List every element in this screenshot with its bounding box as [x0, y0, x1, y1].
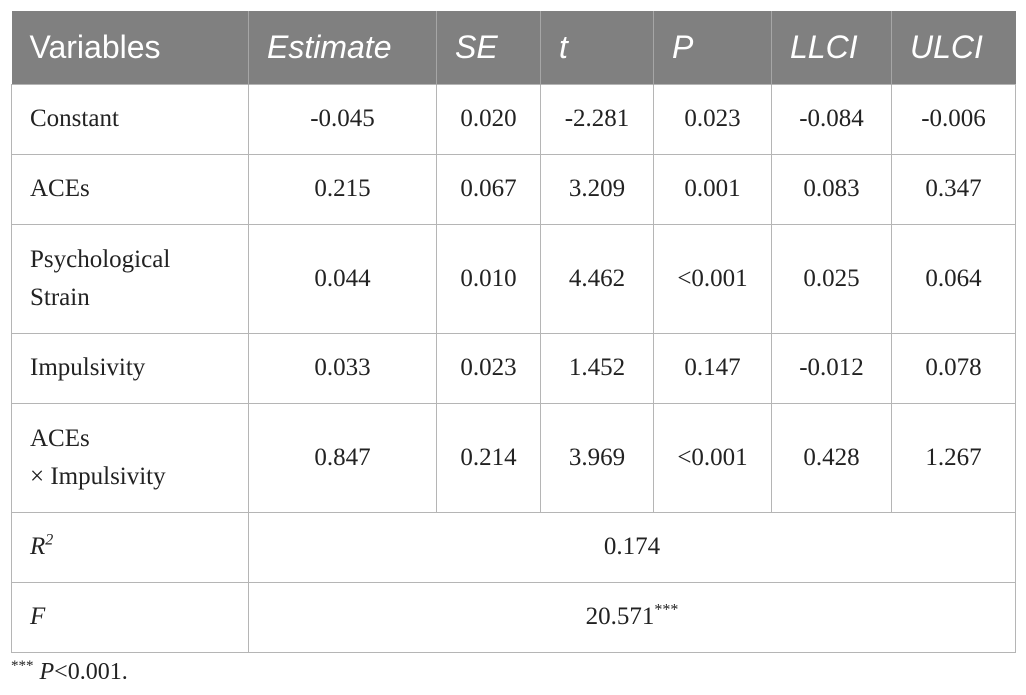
cell-llci: -0.012	[771, 332, 892, 404]
cell-ulci: 0.078	[891, 332, 1016, 404]
cell-estimate: 0.215	[248, 153, 437, 225]
table-row: ACEs × Impulsivity 0.847 0.214 3.969 <0.0…	[11, 402, 1016, 513]
row-label: Psychological Strain	[11, 223, 249, 334]
r-squared-value: 0.174	[248, 511, 1016, 583]
footnote-p-symbol: P	[39, 659, 55, 685]
f-statistic-row: F 20.571***	[11, 581, 1016, 653]
f-statistic-cell: 20.571***	[248, 581, 1016, 653]
row-label: ACEs	[11, 153, 249, 225]
regression-table: Variables Estimate SE t P LLCI ULCI Cons…	[11, 11, 1016, 653]
row-label-line: Impulsivity	[30, 354, 146, 381]
row-label-line: ACEs	[30, 175, 90, 202]
cell-t: 4.462	[540, 223, 654, 334]
cell-llci: 0.025	[771, 223, 892, 334]
r-squared-superscript: 2	[45, 531, 54, 549]
cell-ulci: -0.006	[891, 83, 1016, 155]
cell-p: 0.023	[653, 83, 772, 155]
cell-p: <0.001	[653, 402, 772, 513]
cell-llci: 0.083	[771, 153, 892, 225]
table-row: Impulsivity 0.033 0.023 1.452 0.147 -0.0…	[11, 332, 1016, 404]
header-se: SE	[436, 11, 541, 84]
significance-stars: ***	[654, 601, 679, 619]
table-row: ACEs 0.215 0.067 3.209 0.001 0.083 0.347	[11, 153, 1016, 225]
r-squared-symbol: R	[30, 533, 46, 560]
cell-se: 0.023	[436, 332, 541, 404]
header-row: Variables Estimate SE t P LLCI ULCI	[11, 11, 1016, 84]
cell-t: 3.969	[540, 402, 654, 513]
row-label-line: Psychological	[30, 245, 171, 273]
header-t: t	[540, 11, 654, 84]
table-row: Psychological Strain 0.044 0.010 4.462 <0…	[11, 223, 1016, 334]
cell-ulci: 1.267	[891, 402, 1016, 513]
r-squared-label: R2	[11, 511, 249, 583]
footnote-stars: ***	[11, 658, 34, 674]
header-p: P	[653, 11, 772, 84]
f-statistic-label: F	[11, 581, 249, 653]
cell-se: 0.067	[436, 153, 541, 225]
header-ulci: ULCI	[891, 11, 1016, 84]
f-statistic-value: 20.571	[585, 603, 655, 630]
cell-estimate: 0.847	[248, 402, 437, 513]
r-squared-row: R2 0.174	[11, 511, 1016, 583]
table-row: Constant -0.045 0.020 -2.281 0.023 -0.08…	[11, 83, 1016, 155]
cell-ulci: 0.347	[891, 153, 1016, 225]
cell-t: 3.209	[540, 153, 654, 225]
row-label-line: Strain	[30, 283, 90, 311]
cell-estimate: -0.045	[248, 83, 437, 155]
row-label-line: Constant	[30, 105, 119, 132]
row-label-line: × Impulsivity	[30, 462, 166, 490]
cell-ulci: 0.064	[891, 223, 1016, 334]
cell-llci: 0.428	[771, 402, 892, 513]
cell-estimate: 0.033	[248, 332, 437, 404]
header-llci: LLCI	[771, 11, 892, 84]
cell-p: 0.001	[653, 153, 772, 225]
cell-estimate: 0.044	[248, 223, 437, 334]
row-label: Constant	[11, 83, 249, 155]
header-estimate: Estimate	[248, 11, 437, 84]
cell-t: -2.281	[540, 83, 654, 155]
cell-llci: -0.084	[771, 83, 892, 155]
header-variables: Variables	[11, 11, 249, 84]
row-label-line: ACEs	[30, 424, 90, 452]
cell-se: 0.010	[436, 223, 541, 334]
cell-se: 0.214	[436, 402, 541, 513]
footnote-text: <0.001.	[54, 659, 128, 685]
cell-p: <0.001	[653, 223, 772, 334]
row-label: ACEs × Impulsivity	[11, 402, 249, 513]
cell-t: 1.452	[540, 332, 654, 404]
cell-p: 0.147	[653, 332, 772, 404]
table-footnote: *** P<0.001.	[11, 659, 128, 686]
cell-se: 0.020	[436, 83, 541, 155]
row-label: Impulsivity	[11, 332, 249, 404]
